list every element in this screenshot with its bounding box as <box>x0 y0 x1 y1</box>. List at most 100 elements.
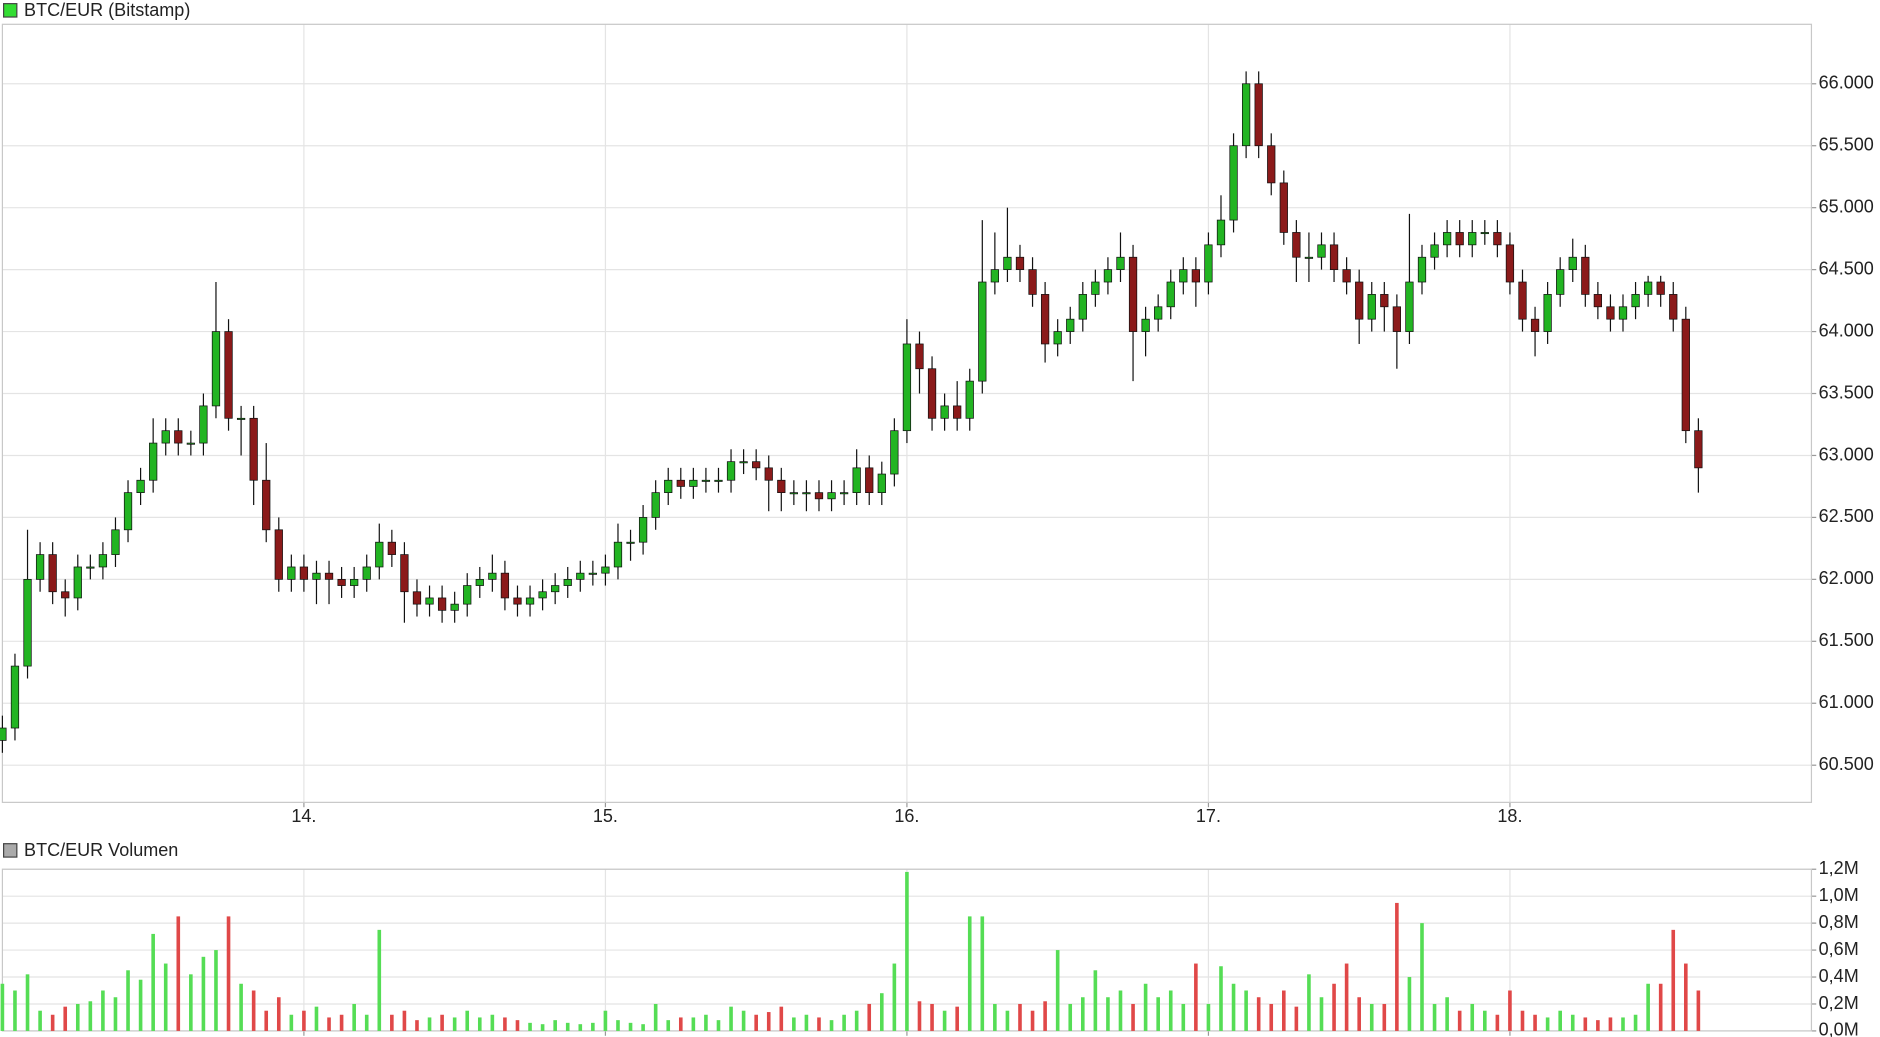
y-tick-label: 61.000 <box>1819 692 1874 712</box>
candle-body <box>287 566 296 580</box>
candle-body <box>551 585 560 593</box>
y-tick-label: 61.500 <box>1819 630 1874 650</box>
volume-bar <box>239 983 243 1031</box>
candle-body <box>1091 281 1100 295</box>
candle-body <box>450 603 459 611</box>
y-tick-label: 60.500 <box>1819 754 1874 774</box>
candle-body <box>1505 244 1515 283</box>
volume-bar <box>1684 963 1688 1031</box>
candle-body <box>1455 232 1464 246</box>
volume-bar <box>1282 990 1286 1031</box>
volume-bar <box>314 1006 319 1031</box>
candle-body <box>1292 232 1301 258</box>
candle-body <box>940 405 949 419</box>
volume-bar <box>1156 997 1160 1031</box>
candle-body <box>350 578 359 586</box>
candle-body <box>488 572 497 580</box>
candle-body <box>927 368 937 419</box>
volume-bar <box>50 1014 55 1031</box>
y-tick-label: 1,2M <box>1819 858 1859 878</box>
volume-bar <box>1570 1014 1575 1031</box>
candle-body <box>1078 294 1087 320</box>
candle-body <box>689 479 698 487</box>
volume-bar <box>854 1010 859 1031</box>
x-tick-label: 17. <box>1196 806 1221 826</box>
candle-body <box>362 566 371 580</box>
x-tick-label: 15. <box>593 806 618 826</box>
y-tick-label: 0,8M <box>1819 912 1859 932</box>
candle-body <box>1530 318 1540 332</box>
volume-bar <box>339 1014 344 1031</box>
volume-bar <box>905 871 909 1031</box>
volume-bar <box>276 997 281 1031</box>
candle-body <box>638 517 648 543</box>
candle-body <box>990 269 999 283</box>
x-tick-label: 18. <box>1497 806 1522 826</box>
candle-body <box>1229 145 1238 221</box>
candle-body <box>1204 244 1213 283</box>
candle-body <box>111 529 120 555</box>
volume-bar <box>653 1003 658 1031</box>
candle-body <box>714 479 723 482</box>
volume-bar <box>1545 1017 1550 1031</box>
volume-bar <box>1307 974 1311 1031</box>
candle-body <box>375 541 384 568</box>
volume-bar <box>565 1022 570 1031</box>
candle-body <box>400 554 409 593</box>
volume-bar <box>1533 1014 1537 1031</box>
volume-bar <box>993 1003 997 1031</box>
volume-bar <box>1369 1003 1374 1031</box>
volume-bar <box>1658 983 1663 1031</box>
candle-body <box>463 585 472 605</box>
volume-bar <box>578 1024 583 1031</box>
volume-bar <box>716 1020 721 1031</box>
volume-bar <box>0 983 5 1031</box>
volume-bar <box>176 916 181 1031</box>
candle-body <box>61 591 70 599</box>
candle-body <box>1367 294 1376 320</box>
volume-bar <box>1671 929 1676 1031</box>
candle-body <box>412 591 422 605</box>
volume-bar <box>13 990 17 1031</box>
volume-bar <box>1131 1003 1135 1031</box>
volume-bar <box>1583 1017 1588 1031</box>
y-tick-label: 62.000 <box>1819 568 1874 588</box>
candle-body <box>1116 256 1125 270</box>
candle-body <box>525 597 535 605</box>
volume-bar <box>1445 997 1449 1031</box>
candle-body <box>236 417 246 420</box>
volume-bar <box>1470 1003 1475 1031</box>
volume-bar <box>1256 997 1261 1031</box>
volume-bar <box>1244 990 1248 1031</box>
candle-body <box>98 554 108 568</box>
volume-bar <box>25 974 30 1031</box>
volume-bar <box>666 1020 671 1031</box>
volume-bar <box>879 993 884 1031</box>
legend-swatch-volume <box>3 843 18 858</box>
volume-bar <box>189 974 193 1031</box>
legend-swatch-price <box>3 3 18 18</box>
volume-bar <box>1332 983 1336 1031</box>
volume-bar <box>440 1014 444 1031</box>
volume-bar <box>1344 963 1349 1031</box>
price-title: BTC/EUR (Bitstamp) <box>24 0 190 20</box>
candle-body <box>123 492 133 531</box>
volume-bar <box>1005 1010 1010 1031</box>
candle-body <box>161 430 170 444</box>
volume-bar <box>540 1024 545 1031</box>
volume-bar <box>251 990 256 1031</box>
volume-bar <box>691 1017 696 1031</box>
candle-body <box>1304 256 1314 259</box>
volume-bar <box>603 1010 608 1031</box>
volume-bar <box>214 950 218 1031</box>
candle-body <box>1380 294 1389 308</box>
candle-body <box>739 461 748 464</box>
candle-body <box>1631 294 1640 308</box>
candle-body <box>1003 256 1012 270</box>
candle-body <box>865 467 874 493</box>
volume-bar <box>1068 1003 1073 1031</box>
candle-body <box>613 541 623 568</box>
y-tick-label: 64.500 <box>1819 258 1874 278</box>
